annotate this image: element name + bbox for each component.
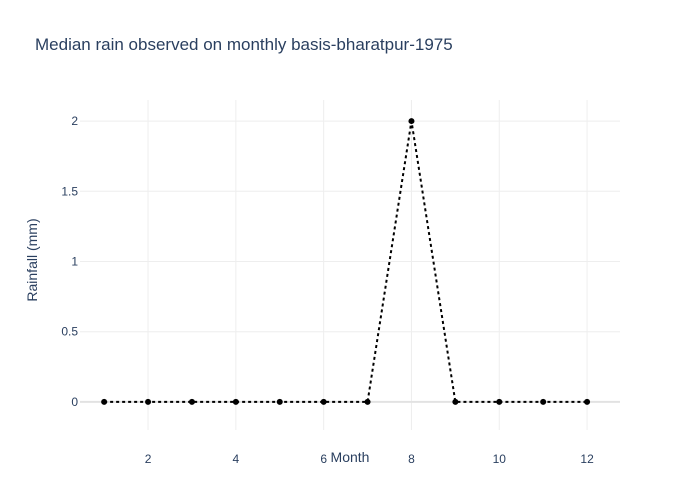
y-tick-label: 1.5 — [61, 184, 78, 198]
data-point — [408, 118, 415, 125]
grid-layer — [80, 100, 620, 430]
x-axis-title: Month — [331, 449, 370, 465]
data-point — [232, 398, 239, 405]
data-point — [276, 398, 283, 405]
y-tick-label: 0 — [71, 395, 78, 409]
chart-title: Median rain observed on monthly basis-bh… — [35, 35, 453, 54]
y-tick-label: 0.5 — [61, 325, 78, 339]
x-tick-label: 4 — [233, 452, 240, 466]
data-point — [540, 398, 547, 405]
y-axis-title: Rainfall (mm) — [24, 218, 40, 301]
data-point — [364, 398, 371, 405]
data-point — [320, 398, 327, 405]
x-tick-label: 12 — [580, 452, 594, 466]
x-tick-label: 2 — [145, 452, 152, 466]
y-tick-label: 2 — [71, 114, 78, 128]
data-point — [188, 398, 195, 405]
series-layer — [101, 118, 591, 405]
y-axis-ticks: 0 0.5 1 1.5 2 — [61, 114, 78, 409]
y-tick-label: 1 — [71, 254, 78, 268]
data-point — [584, 398, 591, 405]
data-point — [101, 398, 108, 405]
data-point — [145, 398, 152, 405]
x-tick-label: 6 — [320, 452, 327, 466]
data-point — [452, 398, 459, 405]
series-line — [104, 120, 588, 403]
x-tick-label: 8 — [408, 452, 415, 466]
x-axis-ticks: 2 4 6 8 10 12 — [145, 452, 594, 466]
x-tick-label: 10 — [493, 452, 507, 466]
data-point — [496, 398, 503, 405]
